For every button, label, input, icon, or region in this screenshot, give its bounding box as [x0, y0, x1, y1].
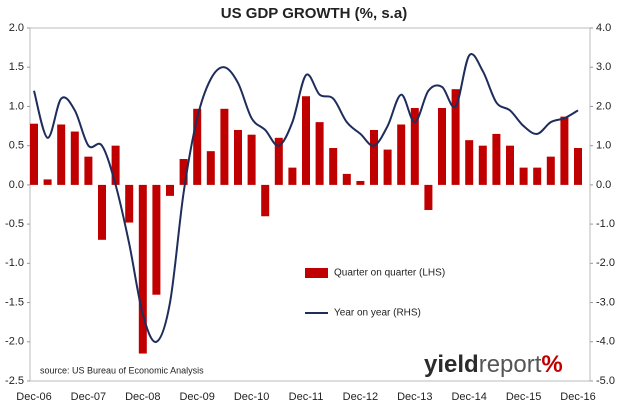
bar: [179, 159, 188, 185]
bar: [574, 148, 582, 185]
bar: [519, 167, 528, 185]
bar: [98, 184, 106, 240]
bar: [315, 122, 324, 185]
y2-tick-label: -4.0: [596, 336, 615, 348]
bar: [410, 108, 419, 185]
bar: [234, 129, 242, 185]
bar: [206, 151, 215, 185]
x-tick-label: Dec-14: [451, 391, 486, 403]
bar: [506, 145, 514, 185]
bar: [220, 108, 229, 185]
y2-tick-label: -5.0: [596, 375, 615, 387]
y2-tick-label: 1.0: [596, 140, 611, 152]
y2-tick-label: 2.0: [596, 100, 611, 112]
y-tick-label: -2.5: [5, 375, 24, 387]
plot-frame: [29, 27, 591, 382]
bar: [57, 124, 66, 185]
y-tick-label: -1.0: [5, 257, 24, 269]
y2-tick-label: -3.0: [596, 296, 615, 308]
bar: [560, 116, 569, 185]
bar: [370, 129, 378, 185]
x-tick-label: Dec-12: [343, 391, 378, 403]
bar: [546, 156, 555, 185]
y-tick-label: 2.0: [9, 22, 24, 34]
bar: [30, 123, 38, 185]
x-tick-label: Dec-09: [179, 391, 214, 403]
brand-part: report: [479, 351, 542, 378]
legend-label: Quarter on quarter (LHS): [334, 268, 445, 279]
y-tick-label: -1.5: [5, 296, 24, 308]
bar: [288, 167, 297, 185]
y2-tick-label: -1.0: [596, 218, 615, 230]
bar: [125, 184, 134, 223]
y-tick-label: 0.0: [9, 179, 24, 191]
y2-tick-label: 4.0: [596, 22, 611, 34]
bar: [356, 180, 365, 185]
bar: [438, 108, 446, 185]
y2-tick-label: -2.0: [596, 257, 615, 269]
legend-swatch: [305, 268, 328, 278]
bar: [465, 140, 474, 185]
bar: [492, 133, 501, 185]
brand-logo: yieldreport%: [424, 351, 563, 378]
bar: [152, 184, 161, 295]
bar: [274, 137, 283, 185]
bar: [84, 156, 93, 185]
x-tick-label: Dec-15: [506, 391, 541, 403]
bar: [533, 167, 542, 185]
bar: [478, 145, 487, 185]
y-tick-label: 1.0: [9, 100, 24, 112]
legend-label: Year on year (RHS): [334, 308, 421, 319]
bar: [261, 184, 270, 217]
y2-tick-label: 3.0: [596, 61, 611, 73]
source-note: source: US Bureau of Economic Analysis: [40, 365, 204, 375]
bar: [138, 184, 147, 354]
brand-part: yield: [424, 351, 479, 378]
bar: [43, 179, 52, 185]
x-tick-label: Dec-07: [71, 391, 106, 403]
bar: [451, 89, 460, 185]
x-tick-label: Dec-06: [16, 391, 51, 403]
x-tick-label: Dec-16: [560, 391, 595, 403]
bar: [383, 149, 392, 185]
x-tick-label: Dec-08: [125, 391, 160, 403]
bar: [193, 108, 202, 185]
y-tick-label: -0.5: [5, 218, 24, 230]
x-tick-label: Dec-11: [289, 391, 324, 403]
brand-part: %: [541, 351, 562, 378]
line: [33, 53, 579, 343]
y-tick-label: -2.0: [5, 336, 24, 348]
y-tick-label: 1.5: [9, 61, 24, 73]
bar: [302, 96, 310, 185]
y-tick-label: 0.5: [9, 140, 24, 152]
bar: [70, 131, 79, 185]
bar: [247, 134, 256, 185]
x-tick-label: Dec-13: [397, 391, 432, 403]
bar: [397, 124, 406, 185]
bar: [424, 184, 433, 210]
bar: [166, 184, 174, 196]
bar: [111, 145, 120, 185]
x-tick-label: Dec-10: [234, 391, 269, 403]
chart-title: US GDP GROWTH (%, s.a): [221, 5, 407, 22]
bar: [329, 148, 338, 185]
bar: [342, 173, 351, 185]
y2-tick-label: 0.0: [596, 179, 611, 191]
